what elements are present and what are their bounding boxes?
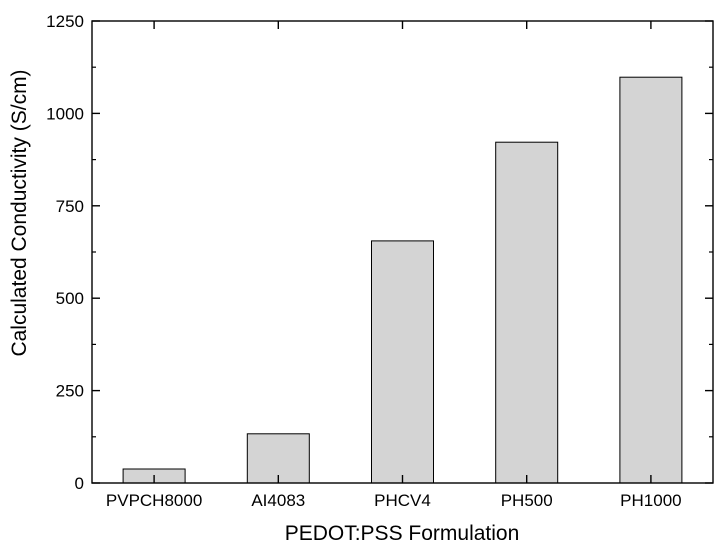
y-tick-label: 500 <box>56 289 84 308</box>
x-tick-label: PH1000 <box>620 491 681 510</box>
y-tick-label: 1250 <box>46 12 84 31</box>
x-tick-label: PHCV4 <box>374 491 431 510</box>
x-tick-label: PH500 <box>501 491 553 510</box>
y-tick-label: 250 <box>56 382 84 401</box>
labels-layer: 0 250 500 750 1000 1250 PVPCH8000 AI4083 PHCV4 PH… <box>46 12 681 510</box>
x-tick-label: PVPCH8000 <box>106 491 202 510</box>
bar-ai4083 <box>246 433 310 484</box>
bar-phcv4 <box>371 240 434 484</box>
bars-layer <box>122 76 683 484</box>
bar-ph500 <box>495 141 559 484</box>
x-axis-title: PEDOT:PSS Formulation <box>285 522 520 545</box>
y-axis-title: Calculated Conductivity (S/cm) <box>8 69 31 356</box>
y-tick-label: 750 <box>56 197 84 216</box>
y-tick-label: 0 <box>75 474 84 493</box>
x-tick-label: AI4083 <box>251 491 305 510</box>
axes-layer <box>91 20 714 484</box>
y-tick-label: 1000 <box>46 104 84 123</box>
bar-ph1000 <box>619 76 683 484</box>
